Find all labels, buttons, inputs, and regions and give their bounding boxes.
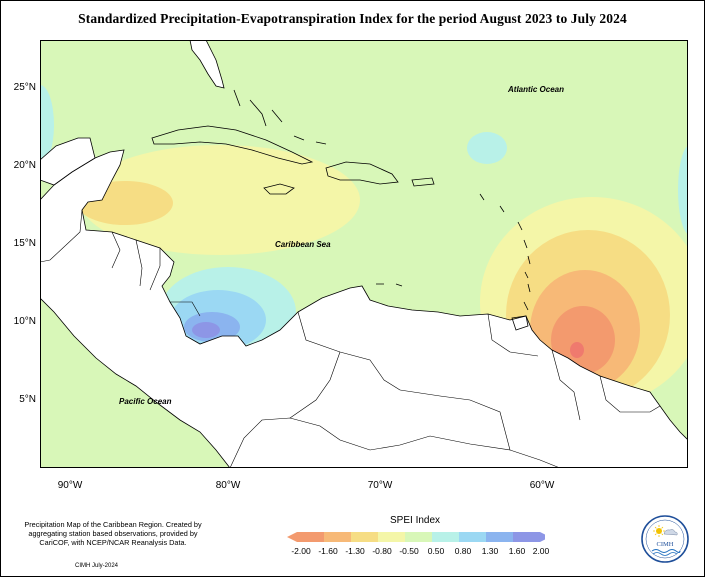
islands xyxy=(151,89,531,331)
country-borders xyxy=(40,209,661,468)
legend-tick: -1.30 xyxy=(345,546,365,556)
island-puerto-rico xyxy=(411,177,435,187)
legend-colorbar xyxy=(287,532,545,542)
lat-label-10n: 10°N xyxy=(13,316,36,327)
legend-swatch xyxy=(459,532,486,542)
island-jamaica xyxy=(263,183,295,195)
legend-tick: 2.00 xyxy=(532,546,550,556)
land-florida xyxy=(189,40,225,89)
map-title: Standardized Precipitation-Evapotranspir… xyxy=(78,11,627,26)
map-credit: Precipitation Map of the Caribbean Regio… xyxy=(24,520,202,547)
legend-tick: 0.80 xyxy=(454,546,472,556)
island-trinidad xyxy=(511,315,529,331)
spei-map: Atlantic Ocean Caribbean Sea Pacific Oce… xyxy=(40,40,688,468)
legend-swatch xyxy=(287,532,324,542)
legend-tick-labels: -2.00 -1.60 -1.30 -0.80 -0.50 0.50 0.80 … xyxy=(283,546,549,558)
legend-swatch xyxy=(513,532,545,542)
label-caribbean-sea: Caribbean Sea xyxy=(275,240,331,249)
legend-tick: -0.50 xyxy=(399,546,419,556)
lesser-antilles xyxy=(479,193,531,311)
land-central-south-america xyxy=(40,149,688,468)
logo-text: CIMH xyxy=(657,541,674,548)
dry-extreme-guianas xyxy=(551,306,615,374)
cloud-icon xyxy=(663,529,678,536)
lat-label-5n: 5°N xyxy=(19,394,36,405)
bahamas xyxy=(233,89,327,145)
land-mexico xyxy=(40,137,96,186)
lat-label-25n: 25°N xyxy=(13,82,36,93)
legend-title: SPEI Index xyxy=(390,515,441,526)
legend-tick: 0.50 xyxy=(427,546,445,556)
lon-label-90w: 90°W xyxy=(57,480,83,491)
lon-label-60w: 60°W xyxy=(529,480,555,491)
lon-label-70w: 70°W xyxy=(367,480,393,491)
island-cuba xyxy=(151,125,314,165)
sun-icon xyxy=(653,525,665,537)
lon-label-80w: 80°W xyxy=(215,480,241,491)
legend-swatch xyxy=(378,532,405,542)
dry-mild-greater-antilles xyxy=(80,145,360,255)
footer-date: CIMH July-2024 xyxy=(75,563,119,569)
wet-patch-atlantic xyxy=(467,132,507,164)
legend-tick: -0.80 xyxy=(372,546,392,556)
legend-swatch xyxy=(486,532,513,542)
lat-label-20n: 20°N xyxy=(13,160,36,171)
cimh-logo: CIMH xyxy=(641,515,689,563)
wet-patch-east-edge xyxy=(678,145,688,235)
legend-tick: 1.30 xyxy=(481,546,499,556)
wet-extreme-central-america xyxy=(192,322,220,338)
legend-tick: 1.60 xyxy=(508,546,526,556)
label-atlantic-ocean: Atlantic Ocean xyxy=(507,85,564,94)
lat-label-15n: 15°N xyxy=(13,238,36,249)
abc-islands xyxy=(376,283,403,287)
label-pacific-ocean: Pacific Ocean xyxy=(119,397,172,406)
legend-swatch xyxy=(324,532,351,542)
wave-icon xyxy=(651,549,681,553)
island-hispaniola xyxy=(325,161,399,185)
wet-patch-west-edge xyxy=(40,85,54,165)
legend-swatch xyxy=(351,532,378,542)
legend-tick: -2.00 xyxy=(291,546,311,556)
legend-tick: -1.60 xyxy=(318,546,338,556)
legend-swatch xyxy=(405,532,432,542)
legend-swatch xyxy=(432,532,459,542)
map-border xyxy=(40,40,688,468)
dry-core-guianas xyxy=(570,342,584,358)
